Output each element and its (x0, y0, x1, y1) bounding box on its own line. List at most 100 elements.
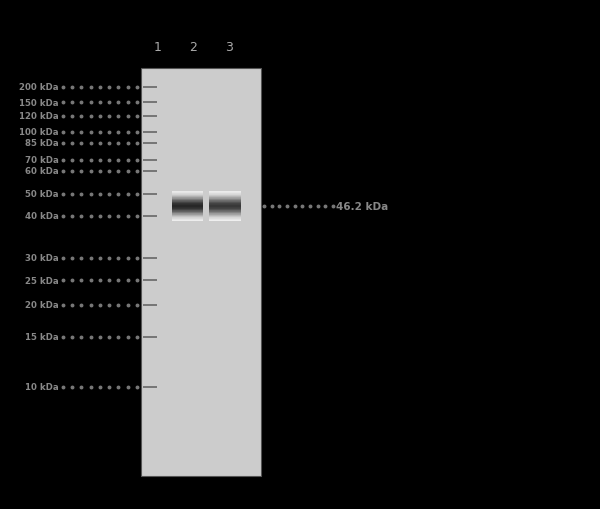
Bar (172, 213, 203, 214)
Bar (172, 192, 203, 193)
Bar (209, 203, 241, 204)
Text: 2: 2 (189, 41, 197, 53)
Bar (209, 196, 241, 197)
Bar (209, 206, 241, 207)
Text: 3: 3 (225, 41, 233, 53)
Bar (209, 193, 241, 194)
Bar (172, 200, 203, 201)
Bar (209, 200, 241, 201)
Text: 30 kDa: 30 kDa (25, 254, 59, 263)
Bar (209, 220, 241, 221)
Bar (172, 219, 203, 220)
Bar (172, 207, 203, 208)
Text: 50 kDa: 50 kDa (25, 190, 59, 199)
Bar (209, 197, 241, 198)
Bar (209, 212, 241, 213)
Bar (209, 216, 241, 217)
Bar (209, 201, 241, 202)
Bar (209, 211, 241, 212)
Bar (209, 213, 241, 214)
Bar (209, 199, 241, 200)
Bar (172, 217, 203, 219)
Bar (209, 206, 241, 208)
Bar (172, 210, 203, 211)
Bar (209, 212, 241, 213)
Bar (209, 218, 241, 219)
Bar (172, 202, 203, 204)
Bar (172, 201, 203, 202)
Bar (172, 192, 203, 193)
Bar (209, 209, 241, 210)
Bar (172, 219, 203, 220)
Bar (172, 204, 203, 205)
Bar (172, 220, 203, 221)
Bar (172, 196, 203, 197)
Text: 15 kDa: 15 kDa (25, 332, 59, 342)
Bar (172, 206, 203, 207)
Bar (209, 198, 241, 199)
Bar (209, 219, 241, 220)
Bar (209, 205, 241, 206)
Bar (172, 194, 203, 195)
Bar (172, 217, 203, 218)
Bar (172, 215, 203, 216)
Bar (172, 220, 203, 221)
Text: 150 kDa: 150 kDa (19, 98, 59, 107)
Bar (172, 198, 203, 199)
Bar (209, 219, 241, 220)
Bar (172, 195, 203, 196)
Bar (172, 193, 203, 194)
Bar (172, 212, 203, 213)
Bar (172, 199, 203, 200)
Bar (209, 217, 241, 219)
Bar (209, 193, 241, 194)
Bar (172, 211, 203, 212)
Bar (209, 194, 241, 196)
Bar (172, 211, 203, 212)
Bar (172, 204, 203, 205)
Text: 40 kDa: 40 kDa (25, 212, 59, 221)
Bar (209, 216, 241, 217)
Bar (209, 209, 241, 210)
Bar (172, 213, 203, 214)
Bar (209, 208, 241, 209)
Bar (172, 216, 203, 217)
Text: 10 kDa: 10 kDa (25, 383, 59, 391)
Bar (172, 209, 203, 210)
Text: 70 kDa: 70 kDa (25, 156, 59, 165)
Bar (209, 214, 241, 215)
Bar (172, 194, 203, 196)
Bar (209, 215, 241, 216)
Bar (172, 209, 203, 210)
Bar (209, 220, 241, 221)
Text: 60 kDa: 60 kDa (25, 167, 59, 176)
Text: 46.2 kDa: 46.2 kDa (336, 202, 388, 211)
Text: 85 kDa: 85 kDa (25, 139, 59, 148)
Bar (172, 208, 203, 209)
Bar (172, 206, 203, 208)
Bar (209, 195, 241, 196)
Text: 20 kDa: 20 kDa (25, 301, 59, 310)
Bar (172, 212, 203, 213)
Bar (172, 201, 203, 202)
Bar (209, 205, 241, 206)
Bar (172, 196, 203, 197)
Bar (209, 192, 241, 193)
Bar (209, 200, 241, 201)
Bar (209, 210, 241, 211)
Bar (209, 207, 241, 208)
Bar (172, 197, 203, 198)
Bar (209, 192, 241, 193)
Bar (172, 205, 203, 206)
Bar (172, 197, 203, 199)
Bar (209, 204, 241, 205)
Bar (209, 197, 241, 199)
Bar (172, 193, 203, 194)
Text: 200 kDa: 200 kDa (19, 83, 59, 92)
Text: 100 kDa: 100 kDa (19, 128, 59, 137)
Text: 120 kDa: 120 kDa (19, 112, 59, 121)
Bar (172, 208, 203, 209)
Bar (209, 202, 241, 204)
Bar (209, 213, 241, 214)
Bar (209, 211, 241, 212)
